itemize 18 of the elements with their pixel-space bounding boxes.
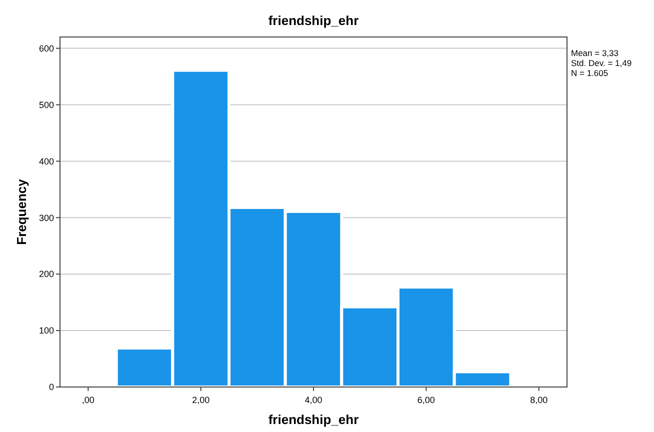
text: Mean = 3,33 [571,48,619,58]
text: N = 1.605 [571,68,608,78]
y-tick-label: 300 [38,212,54,223]
y-tick-label: 0 [48,382,54,392]
chart-title: friendship_ehr [268,13,359,28]
x-tick-label: 2,00 [192,395,210,405]
x-tick-label: 8,00 [530,395,548,405]
y-tick-label: 400 [38,156,54,166]
x-tick-label: 4,00 [304,395,322,405]
text: Std. Dev. = 1,49 [571,58,632,68]
y-axis-title: Frequency [14,178,29,245]
y-tick-label: 600 [38,43,54,54]
x-tick-label: ,00 [82,395,94,405]
x-tick-label: 6,00 [417,395,435,405]
y-tick-label: 200 [38,269,54,280]
y-tick-label: 500 [38,100,54,110]
y-tick-label: 100 [38,326,54,336]
x-axis-title: friendship_ehr [268,412,359,427]
